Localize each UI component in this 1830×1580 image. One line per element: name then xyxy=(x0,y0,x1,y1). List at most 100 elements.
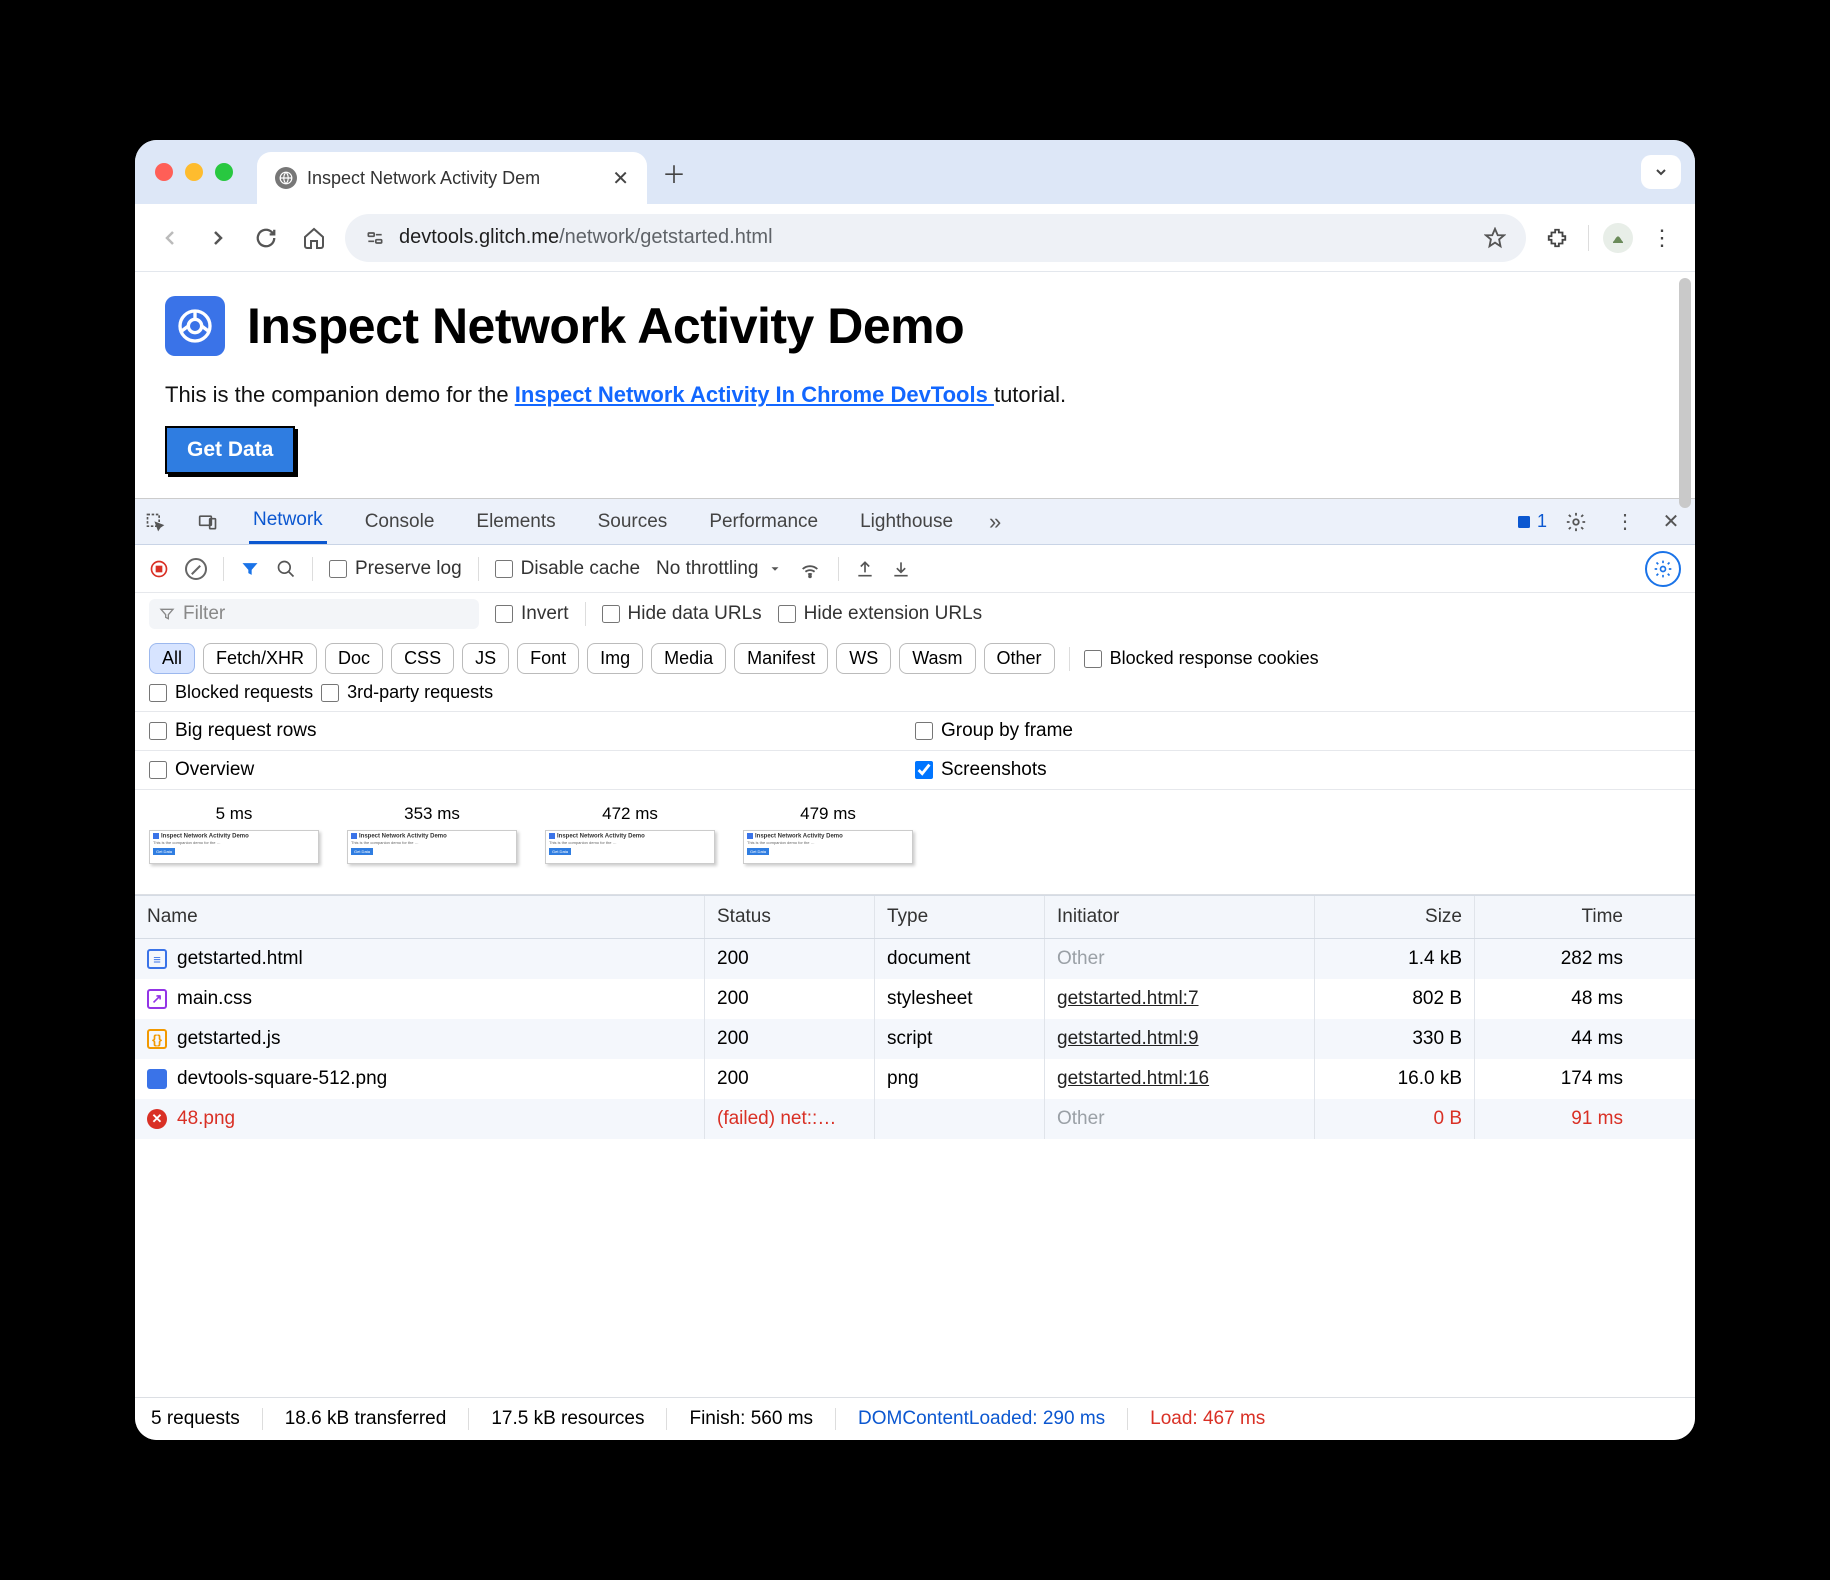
screenshot-thumb[interactable]: 472 msInspect Network Activity DemoThis … xyxy=(545,804,715,864)
screenshot-thumb[interactable]: 479 msInspect Network Activity DemoThis … xyxy=(743,804,913,864)
filter-input[interactable]: Filter xyxy=(149,599,479,629)
col-time[interactable]: Time xyxy=(1475,896,1635,938)
tutorial-link[interactable]: Inspect Network Activity In Chrome DevTo… xyxy=(515,382,994,407)
separator xyxy=(838,557,839,581)
url-path: /network/getstarted.html xyxy=(559,226,772,248)
preserve-log-checkbox[interactable]: Preserve log xyxy=(329,558,462,580)
chip-media[interactable]: Media xyxy=(651,643,726,674)
cell-name: {}getstarted.js xyxy=(135,1019,705,1059)
table-row[interactable]: devtools-square-512.png200pnggetstarted.… xyxy=(135,1059,1695,1099)
minimize-window-button[interactable] xyxy=(185,163,203,181)
import-har-icon[interactable] xyxy=(891,559,911,579)
close-window-button[interactable] xyxy=(155,163,173,181)
cell-size: 1.4 kB xyxy=(1315,939,1475,979)
record-icon[interactable] xyxy=(149,559,169,579)
search-icon[interactable] xyxy=(276,559,296,579)
chip-wasm[interactable]: Wasm xyxy=(899,643,975,674)
throttling-select[interactable]: No throttling xyxy=(656,558,782,580)
menu-icon[interactable]: ⋮ xyxy=(1647,225,1677,251)
home-button[interactable] xyxy=(297,221,331,255)
chip-font[interactable]: Font xyxy=(517,643,579,674)
maximize-window-button[interactable] xyxy=(215,163,233,181)
scrollbar[interactable] xyxy=(1679,278,1691,508)
chip-css[interactable]: CSS xyxy=(391,643,454,674)
hide-ext-urls-checkbox[interactable]: Hide extension URLs xyxy=(778,603,982,625)
new-tab-button[interactable]: ＋ xyxy=(657,155,691,189)
get-data-button[interactable]: Get Data xyxy=(165,426,295,474)
chip-fetchxhr[interactable]: Fetch/XHR xyxy=(203,643,317,674)
profile-avatar[interactable] xyxy=(1603,223,1633,253)
cell-initiator[interactable]: getstarted.html:9 xyxy=(1045,1019,1315,1059)
chip-img[interactable]: Img xyxy=(587,643,643,674)
devtools-tab-performance[interactable]: Performance xyxy=(705,499,822,544)
chip-other[interactable]: Other xyxy=(984,643,1055,674)
table-row[interactable]: ✕48.png(failed) net::…Other0 B91 ms xyxy=(135,1099,1695,1139)
inspect-icon[interactable] xyxy=(145,512,173,532)
cell-size: 0 B xyxy=(1315,1099,1475,1139)
chip-doc[interactable]: Doc xyxy=(325,643,383,674)
hide-data-urls-checkbox[interactable]: Hide data URLs xyxy=(602,603,762,625)
close-devtools-icon[interactable]: ✕ xyxy=(1657,509,1685,534)
screenshots-strip: 5 msInspect Network Activity DemoThis is… xyxy=(135,790,1695,895)
col-initiator[interactable]: Initiator xyxy=(1045,896,1315,938)
address-bar[interactable]: devtools.glitch.me/network/getstarted.ht… xyxy=(345,214,1526,262)
table-row[interactable]: {}getstarted.js200scriptgetstarted.html:… xyxy=(135,1019,1695,1059)
devtools-tab-sources[interactable]: Sources xyxy=(594,499,672,544)
clear-icon[interactable] xyxy=(185,558,207,580)
devtools-tab-console[interactable]: Console xyxy=(361,499,439,544)
devtools-menu-icon[interactable]: ⋮ xyxy=(1611,509,1639,534)
chip-all[interactable]: All xyxy=(149,643,195,674)
invert-checkbox[interactable]: Invert xyxy=(495,603,569,625)
cell-initiator[interactable]: getstarted.html:7 xyxy=(1045,979,1315,1019)
blocked-cookies-checkbox[interactable]: Blocked response cookies xyxy=(1084,648,1319,669)
tabs-dropdown-button[interactable] xyxy=(1641,155,1681,189)
screenshot-thumb[interactable]: 353 msInspect Network Activity DemoThis … xyxy=(347,804,517,864)
chip-manifest[interactable]: Manifest xyxy=(734,643,828,674)
screenshots-checkbox[interactable]: Screenshots xyxy=(915,759,1047,781)
browser-toolbar: devtools.glitch.me/network/getstarted.ht… xyxy=(135,204,1695,272)
bookmark-icon[interactable] xyxy=(1484,227,1506,249)
disable-cache-checkbox[interactable]: Disable cache xyxy=(495,558,640,580)
screenshot-thumb[interactable]: 5 msInspect Network Activity DemoThis is… xyxy=(149,804,319,864)
filter-icon[interactable] xyxy=(240,559,260,579)
group-frame-checkbox[interactable]: Group by frame xyxy=(915,720,1073,742)
hide-ext-label: Hide extension URLs xyxy=(804,603,982,625)
col-size[interactable]: Size xyxy=(1315,896,1475,938)
col-name[interactable]: Name xyxy=(135,896,705,938)
cell-initiator[interactable]: getstarted.html:16 xyxy=(1045,1059,1315,1099)
close-tab-icon[interactable]: ✕ xyxy=(612,166,629,191)
overview-checkbox[interactable]: Overview xyxy=(149,759,254,781)
chip-js[interactable]: JS xyxy=(462,643,509,674)
filter-row-2: Blocked requests 3rd-party requests xyxy=(135,682,1695,712)
back-button[interactable] xyxy=(153,221,187,255)
devtools-tab-elements[interactable]: Elements xyxy=(472,499,559,544)
table-row[interactable]: ≡getstarted.html200documentOther1.4 kB28… xyxy=(135,939,1695,979)
devtools-tab-lighthouse[interactable]: Lighthouse xyxy=(856,499,957,544)
reload-button[interactable] xyxy=(249,221,283,255)
globe-icon xyxy=(275,167,297,189)
col-status[interactable]: Status xyxy=(705,896,875,938)
screenshot-time: 5 ms xyxy=(149,804,319,824)
settings-icon[interactable] xyxy=(1565,511,1593,533)
cell-time: 174 ms xyxy=(1475,1059,1635,1099)
export-har-icon[interactable] xyxy=(855,559,875,579)
issues-button[interactable]: 1 xyxy=(1515,511,1547,532)
extensions-icon[interactable] xyxy=(1540,221,1574,255)
network-settings-icon[interactable] xyxy=(1645,551,1681,587)
col-type[interactable]: Type xyxy=(875,896,1045,938)
device-icon[interactable] xyxy=(197,512,225,532)
network-conditions-icon[interactable] xyxy=(798,558,822,580)
big-rows-checkbox[interactable]: Big request rows xyxy=(149,720,317,742)
third-party-checkbox[interactable]: 3rd-party requests xyxy=(321,682,493,703)
site-settings-icon[interactable] xyxy=(365,228,385,248)
devtools-tab-network[interactable]: Network xyxy=(249,499,327,544)
table-row[interactable]: ↗main.css200stylesheetgetstarted.html:78… xyxy=(135,979,1695,1019)
more-tabs-icon[interactable]: » xyxy=(981,509,1009,535)
browser-tab[interactable]: Inspect Network Activity Dem ✕ xyxy=(257,152,647,204)
preserve-log-label: Preserve log xyxy=(355,558,462,580)
blocked-requests-checkbox[interactable]: Blocked requests xyxy=(149,682,313,703)
forward-button[interactable] xyxy=(201,221,235,255)
page-subtitle: This is the companion demo for the Inspe… xyxy=(165,382,1665,408)
chip-ws[interactable]: WS xyxy=(836,643,891,674)
status-load: Load: 467 ms xyxy=(1150,1408,1265,1430)
